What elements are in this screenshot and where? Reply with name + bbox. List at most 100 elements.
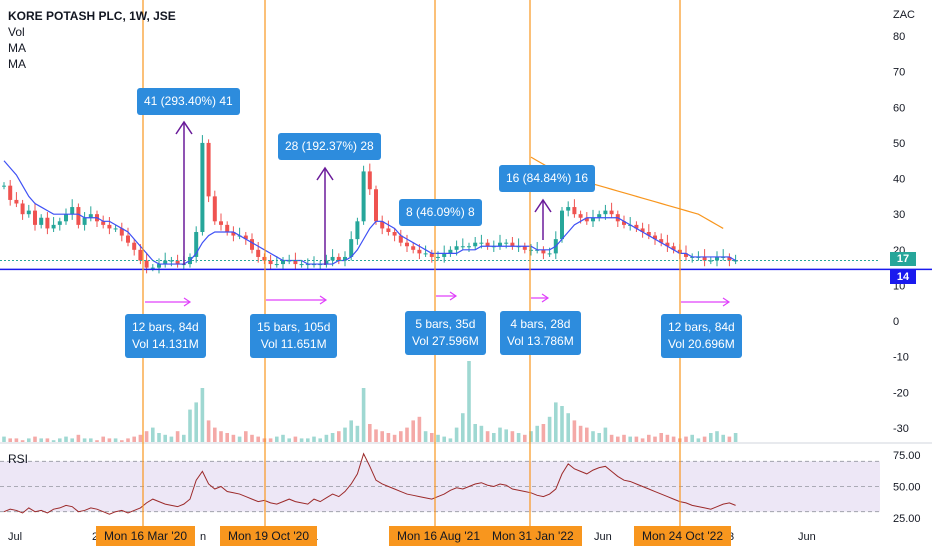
- candle: [609, 210, 614, 215]
- volume-bar: [690, 434, 694, 442]
- legend-ma-2[interactable]: MA: [8, 57, 26, 71]
- gain-callout-2[interactable]: 28 (192.37%) 28: [278, 133, 381, 160]
- candle: [603, 210, 608, 215]
- candle: [101, 221, 106, 225]
- candle: [367, 171, 372, 190]
- range-callout-5[interactable]: 12 bars, 84d Vol 20.696M: [661, 314, 742, 358]
- candle: [175, 260, 180, 265]
- volume-bar: [640, 438, 645, 442]
- gain-callout-1[interactable]: 41 (293.40%) 41: [137, 88, 240, 115]
- legend-ma-1[interactable]: MA: [8, 41, 26, 55]
- candle: [708, 260, 713, 262]
- date-marker-3[interactable]: Mon 16 Aug '21: [389, 526, 489, 546]
- volume-bar: [492, 433, 496, 442]
- time-tick-label: Jun: [798, 531, 816, 543]
- volume-bar: [14, 438, 19, 442]
- range-callout-3[interactable]: 5 bars, 35d Vol 27.596M: [405, 311, 486, 355]
- volume-bar: [386, 433, 391, 442]
- volume-bar: [293, 436, 298, 442]
- candle: [702, 256, 707, 261]
- candle: [622, 221, 626, 225]
- candle: [733, 260, 738, 262]
- range-arrowhead: [449, 291, 458, 301]
- currency-label: ZAC: [893, 9, 915, 21]
- volume-bar: [442, 436, 446, 442]
- candle: [70, 207, 75, 215]
- legend-vol[interactable]: Vol: [8, 25, 25, 39]
- price-tick-label: 40: [893, 174, 905, 186]
- candle: [727, 256, 732, 261]
- volume-bar: [151, 427, 155, 442]
- range-callout-1[interactable]: 12 bars, 84d Vol 14.131M: [125, 314, 206, 358]
- candle: [219, 221, 223, 225]
- volume-label: Vol 27.596M: [412, 334, 479, 348]
- range-callout-2[interactable]: 15 bars, 105d Vol 11.651M: [250, 314, 338, 358]
- volume-bar: [473, 424, 477, 442]
- bars-label: 12 bars, 84d: [132, 320, 199, 334]
- candle: [380, 221, 385, 229]
- volume-bar: [132, 436, 136, 442]
- candle: [640, 228, 645, 232]
- candle: [547, 253, 552, 255]
- volume-bar: [578, 425, 583, 442]
- volume-bar: [399, 431, 403, 442]
- date-marker-4[interactable]: Mon 31 Jan '22: [484, 526, 582, 546]
- candle: [33, 210, 37, 225]
- candle: [634, 224, 639, 229]
- price-tick-label: -20: [893, 387, 909, 399]
- volume-bar: [194, 402, 198, 442]
- date-marker-2[interactable]: Mon 19 Oct '20: [220, 526, 317, 546]
- volume-bar: [206, 420, 211, 442]
- volume-bar: [58, 438, 62, 442]
- candle: [274, 264, 279, 266]
- volume-bar: [535, 425, 539, 442]
- volume-bar: [721, 434, 725, 442]
- range-arrowhead: [319, 295, 328, 305]
- volume-bar: [709, 433, 713, 442]
- candle: [411, 246, 416, 250]
- rsi-legend[interactable]: RSI: [8, 452, 29, 466]
- candle: [330, 256, 335, 261]
- volume-bar: [479, 425, 484, 442]
- time-tick-label: n: [200, 531, 206, 543]
- candle: [485, 242, 490, 247]
- volume-bar: [33, 436, 37, 442]
- gain-callout-3[interactable]: 8 (46.09%) 8: [399, 199, 482, 226]
- volume-bar: [541, 424, 546, 442]
- price-tick-label: 60: [893, 102, 905, 114]
- candle: [398, 235, 403, 243]
- rsi-tick-label: 75.00: [893, 450, 921, 462]
- symbol-title[interactable]: KORE POTASH PLC, 1W, JSE: [8, 9, 176, 23]
- candle: [442, 253, 447, 257]
- volume-label: Vol 20.696M: [668, 337, 735, 351]
- volume-bar: [659, 433, 663, 442]
- gain-label: 16 (84.84%) 16: [506, 171, 589, 185]
- volume-bar: [157, 433, 161, 442]
- candle: [26, 210, 31, 215]
- candle: [436, 256, 440, 258]
- volume-bar: [417, 416, 422, 442]
- date-marker-1[interactable]: Mon 16 Mar '20: [96, 526, 195, 546]
- candle: [417, 249, 422, 254]
- volume-bar: [2, 436, 6, 442]
- volume-bar: [244, 431, 248, 442]
- candle: [671, 246, 676, 250]
- range-callout-4[interactable]: 4 bars, 28d Vol 13.786M: [500, 311, 581, 355]
- volume-bar: [306, 438, 310, 442]
- range-arrowhead: [722, 297, 731, 307]
- candle: [268, 260, 273, 265]
- support-price-tag: 14: [890, 270, 916, 284]
- volume-bar: [603, 427, 608, 442]
- time-tick-label: 3: [728, 531, 734, 543]
- candle: [51, 224, 56, 229]
- range-arrowhead: [183, 297, 192, 307]
- date-marker-5[interactable]: Mon 24 Oct '22: [634, 526, 731, 546]
- vertical-markers: [142, 0, 681, 526]
- gain-callout-4[interactable]: 16 (84.84%) 16: [499, 165, 596, 192]
- volume-bar: [101, 436, 105, 442]
- gain-arrowhead: [534, 198, 552, 213]
- volume-bar: [454, 427, 459, 442]
- volume-bar: [312, 436, 316, 442]
- rsi-line: [3, 452, 736, 515]
